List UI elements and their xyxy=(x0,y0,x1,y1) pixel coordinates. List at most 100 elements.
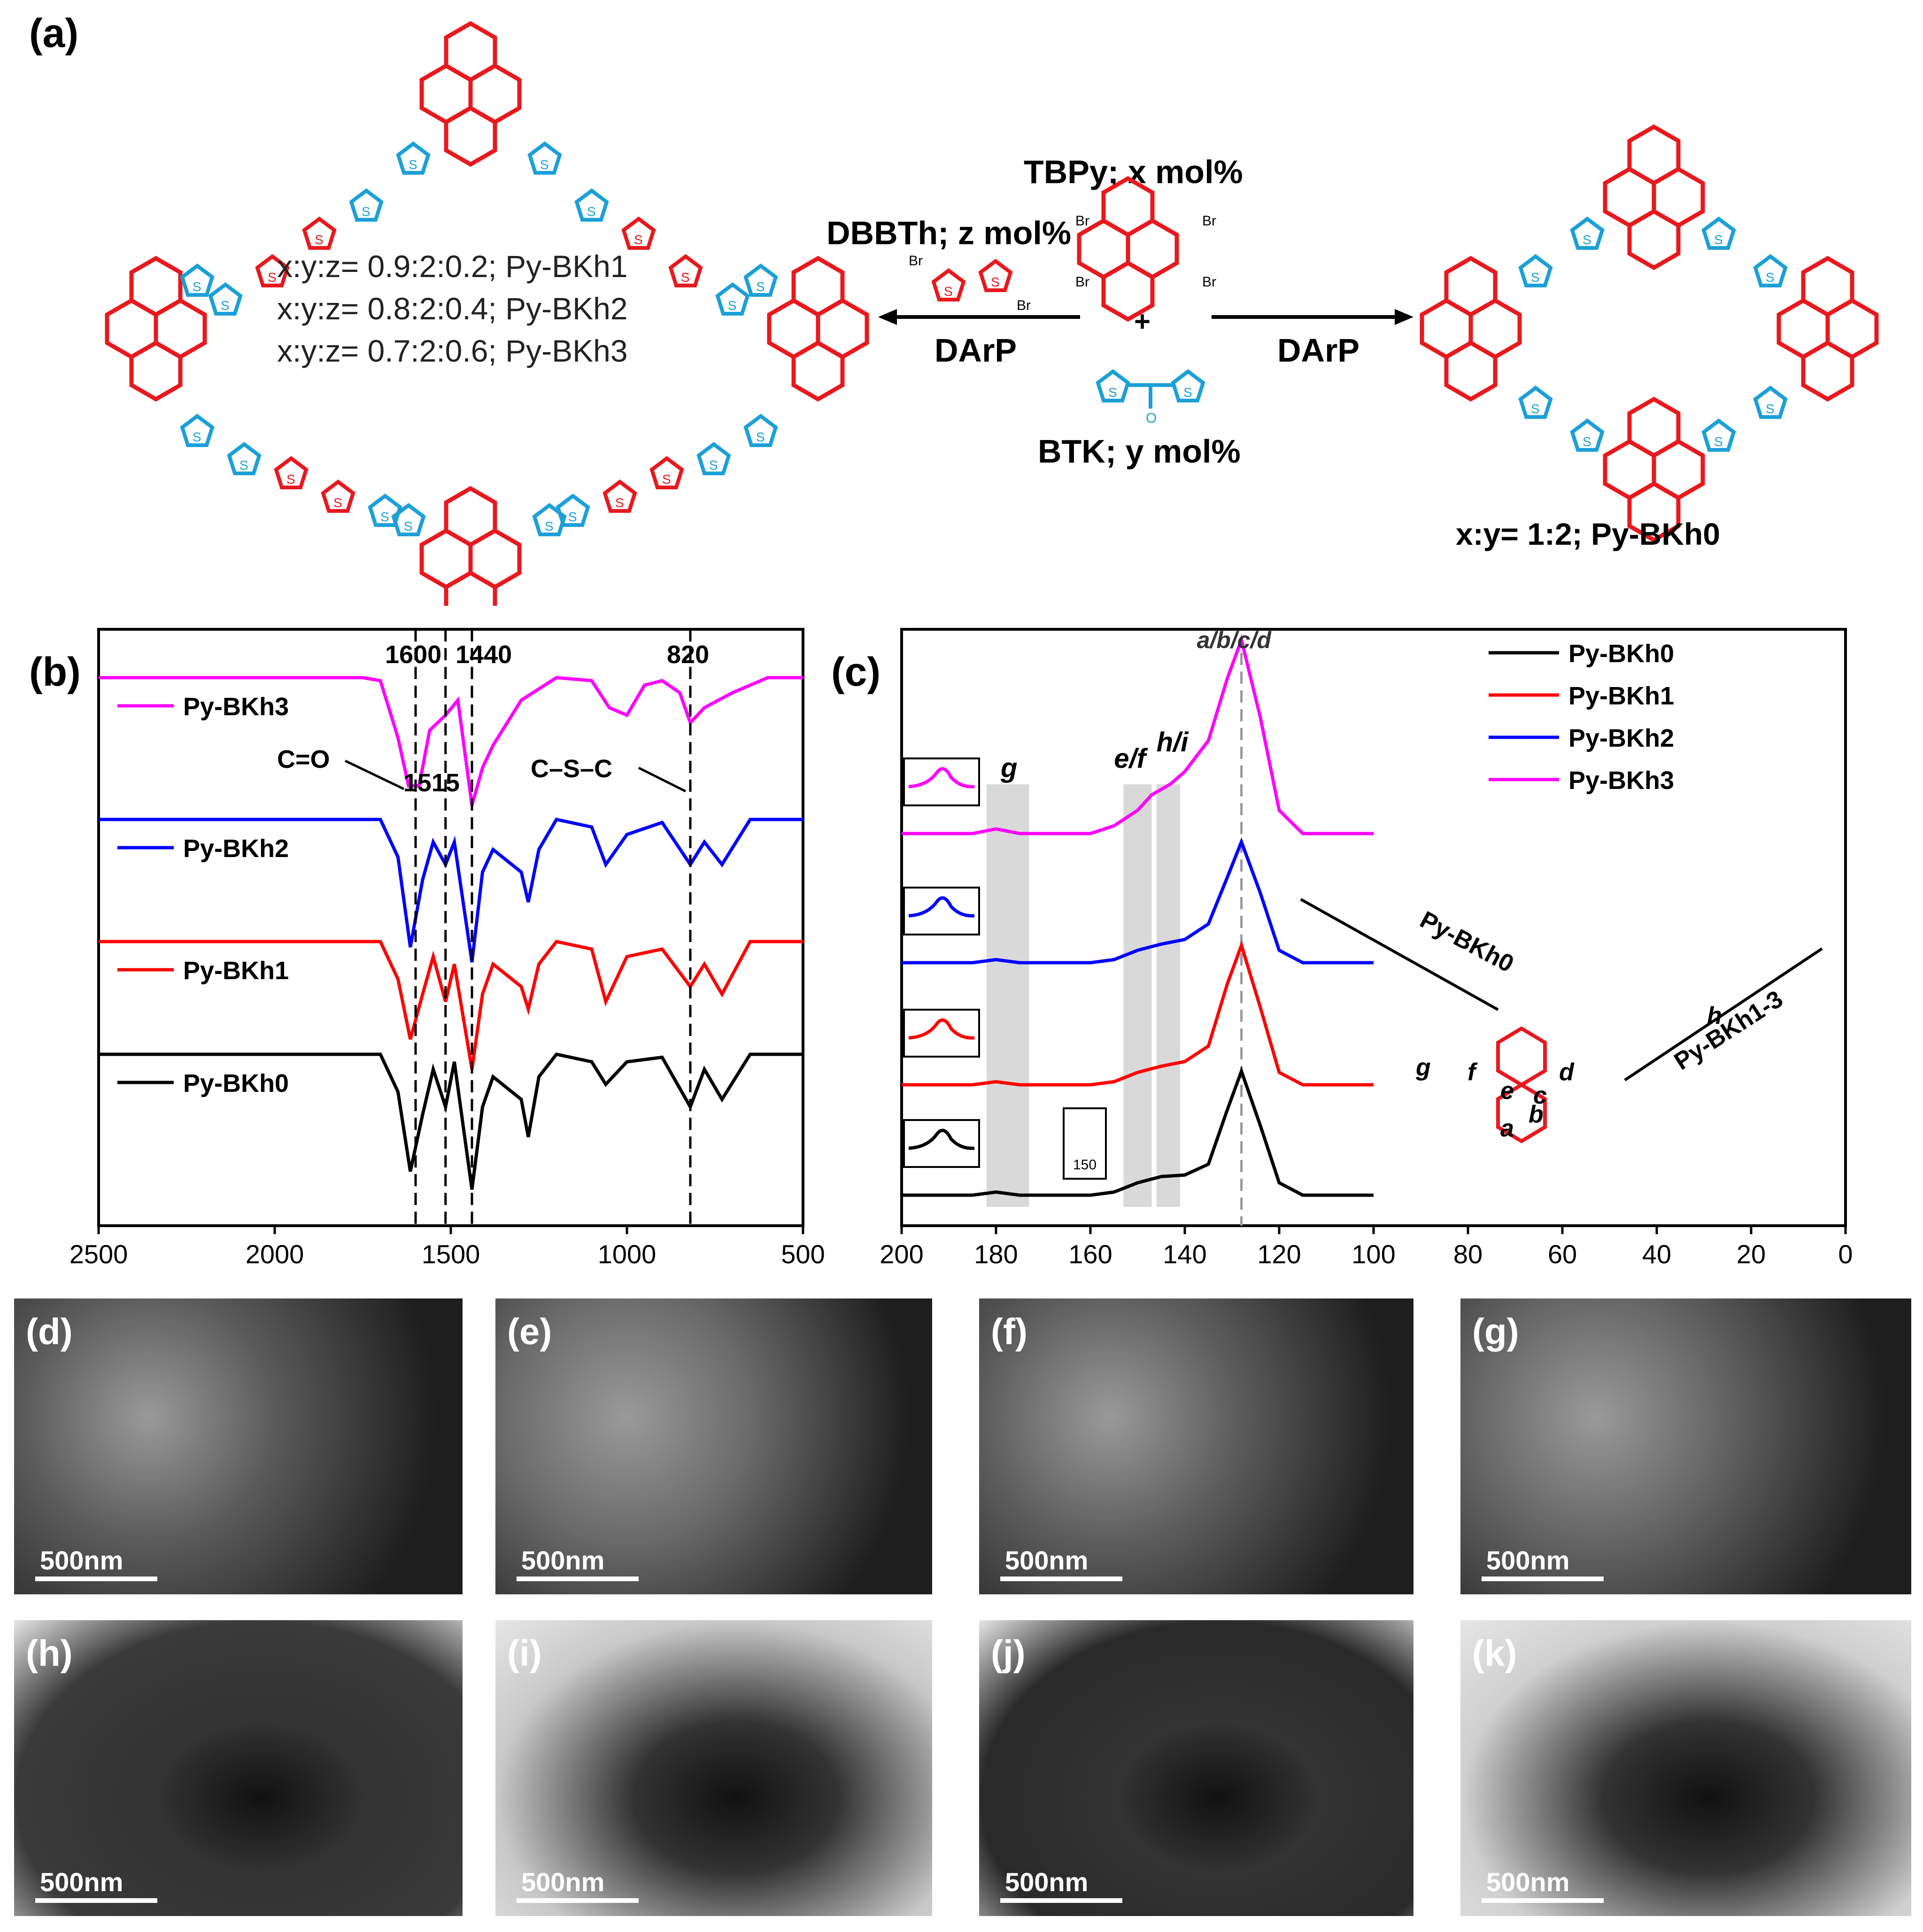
structure-atom-d: d xyxy=(1559,1059,1575,1086)
panel-label-i: (i) xyxy=(507,1632,542,1674)
nmr-inset-peak xyxy=(908,767,975,788)
ftir-series-py-bkh0 xyxy=(99,1052,803,1190)
ratio-py-bkh1: x:y:z= 0.9:2:0.2; Py-BKh1 xyxy=(277,249,628,284)
ftir-xlabel: Wavenumber (cm⁻¹) xyxy=(308,1274,594,1277)
panel-label-e: (e) xyxy=(507,1311,552,1352)
ann-1600: 1600 xyxy=(385,641,441,669)
nmr-xlabel: Chemical shift (ppm) xyxy=(1225,1274,1522,1277)
sem-image-g: (g) 500nm xyxy=(1460,1298,1911,1594)
nmr-legend-label: Py-BKh2 xyxy=(1568,724,1674,752)
nmr-legend-label: Py-BKh0 xyxy=(1568,640,1674,668)
nmr-tick-label: 0 xyxy=(1838,1239,1853,1269)
btk-label: BTK; y mol% xyxy=(1038,433,1241,470)
ftir-tick-label: 500 xyxy=(781,1239,825,1269)
nmr-tick-label: 40 xyxy=(1642,1239,1671,1269)
nmr-legend-label: Py-BKh1 xyxy=(1568,682,1674,710)
scale-bar-label: 500nm xyxy=(1486,1546,1570,1575)
nmr-tick-label: 60 xyxy=(1548,1239,1577,1269)
nmr-highlight-band xyxy=(986,784,1029,1207)
structure-atom-g: g xyxy=(1415,1054,1431,1081)
ann-820: 820 xyxy=(667,641,709,669)
svg-text:Br: Br xyxy=(909,253,923,269)
scale-bar-label: 500nm xyxy=(40,1867,124,1897)
nmr-inset-box xyxy=(903,887,980,935)
structure-ring xyxy=(1496,1026,1547,1087)
scale-bar-label: 500nm xyxy=(1486,1867,1570,1897)
nmr-inset-peak xyxy=(908,1018,975,1040)
nmr-series-py-bkh1 xyxy=(902,940,1374,1087)
ann-co: C=O xyxy=(277,745,330,773)
tem-image-h: (h) 500nm xyxy=(14,1620,463,1916)
nmr-inset-peak xyxy=(908,1128,975,1150)
panel-label-a: (a) xyxy=(29,11,78,56)
ftir-series-py-bkh1 xyxy=(99,940,803,1070)
svg-text:Br: Br xyxy=(1017,298,1031,313)
structure-atom-b: b xyxy=(1529,1101,1544,1128)
nmr-inset-box xyxy=(903,1009,980,1058)
tem-image-i: (i) 500nm xyxy=(495,1620,932,1916)
nmr-inset-peak xyxy=(908,896,975,918)
scale-bar xyxy=(1000,1898,1122,1903)
nmr-chart: (c) Py-BKh0 Py-BKh1 Py-BKh2 Py-BKh3 a/b/c/d g e… xyxy=(831,627,1853,1277)
scale-bar xyxy=(35,1577,157,1581)
scale-bar-label: 500nm xyxy=(1005,1867,1089,1897)
sem-image-e: (e) 500nm xyxy=(495,1298,932,1594)
nmr-highlight-band xyxy=(1123,784,1152,1207)
nmr-small-inset xyxy=(1063,1107,1107,1180)
nmr-tick-label: 80 xyxy=(1453,1239,1483,1269)
nmr-inset-box xyxy=(903,757,980,806)
ann-g: g xyxy=(1000,753,1017,783)
structure-atom-f: f xyxy=(1467,1059,1478,1086)
ratio-text-group: x:y:z= 0.9:2:0.2; Py-BKh1 x:y:z= 0.8:2:0… xyxy=(277,249,628,368)
scheme-panel-a: S S (a) x:y:z= 0.9:2:0.2; Py-BKh1 x:y:z=… xyxy=(29,11,1923,606)
ratio-py-bkh2: x:y:z= 0.8:2:0.4; Py-BKh2 xyxy=(277,291,628,326)
ftir-legend-label: Py-BKh2 xyxy=(183,835,289,863)
darp-right-label: DArP xyxy=(1277,332,1359,369)
darp-left-label: DArP xyxy=(934,332,1017,369)
plus-sign: + xyxy=(1134,306,1151,337)
scale-bar xyxy=(517,1898,639,1903)
sem-image-f: (f) 500nm xyxy=(979,1298,1413,1594)
nmr-inset-box xyxy=(903,1119,980,1168)
panel-label-j: (j) xyxy=(991,1632,1026,1674)
nmr-series-py-bkh2 xyxy=(902,837,1374,965)
scale-bar xyxy=(517,1577,639,1581)
nmr-tick-label: 20 xyxy=(1737,1239,1766,1269)
tbpy-label: TBPy; x mol% xyxy=(1024,154,1243,190)
nmr-tick-label: 160 xyxy=(1068,1239,1112,1269)
svg-text:O: O xyxy=(1146,410,1157,426)
svg-text:Br: Br xyxy=(1075,274,1089,290)
scale-bar xyxy=(1000,1577,1122,1581)
structure-atom-c: c xyxy=(1533,1082,1547,1109)
nmr-highlight-band xyxy=(1156,784,1180,1207)
nmr-series-py-bkh0 xyxy=(902,1066,1374,1197)
svg-text:Br: Br xyxy=(1075,213,1089,229)
nmr-tick-label: 100 xyxy=(1352,1239,1395,1269)
ann-co-arrow xyxy=(344,759,405,790)
ann-csc-arrow xyxy=(638,766,687,793)
sem-image-d: (d) 500nm xyxy=(14,1298,463,1594)
ftir-series-py-bkh3 xyxy=(99,676,803,806)
panel-label-b: (b) xyxy=(29,649,81,695)
svg-text:Br: Br xyxy=(1202,274,1216,290)
ann-csc: C–S–C xyxy=(531,755,612,783)
panel-label-g: (g) xyxy=(1472,1311,1519,1352)
scale-bar xyxy=(1482,1577,1604,1581)
ann-1515: 1515 xyxy=(403,769,460,797)
tem-image-j: (j) 500nm xyxy=(979,1620,1413,1916)
ftir-tick-label: 2500 xyxy=(70,1239,128,1269)
scale-bar-label: 500nm xyxy=(521,1867,605,1897)
ann-hi: h/i xyxy=(1157,727,1189,757)
structure-arrow xyxy=(1300,898,1499,1011)
nmr-frame xyxy=(900,628,1847,1227)
nmr-tick-label: 180 xyxy=(974,1239,1018,1269)
structure-label-pybkh13: Py-BKh1-3 xyxy=(1669,985,1788,1075)
ratio-py-bkh3: x:y:z= 0.7:2:0.6; Py-BKh3 xyxy=(277,333,628,368)
scale-bar xyxy=(35,1898,157,1903)
nmr-tick-label: 140 xyxy=(1163,1239,1206,1269)
panel-label-k: (k) xyxy=(1472,1632,1517,1674)
panel-label-f: (f) xyxy=(991,1311,1027,1352)
tem-image-k: (k) 500nm xyxy=(1460,1620,1911,1916)
ann-1440: 1440 xyxy=(456,641,512,669)
